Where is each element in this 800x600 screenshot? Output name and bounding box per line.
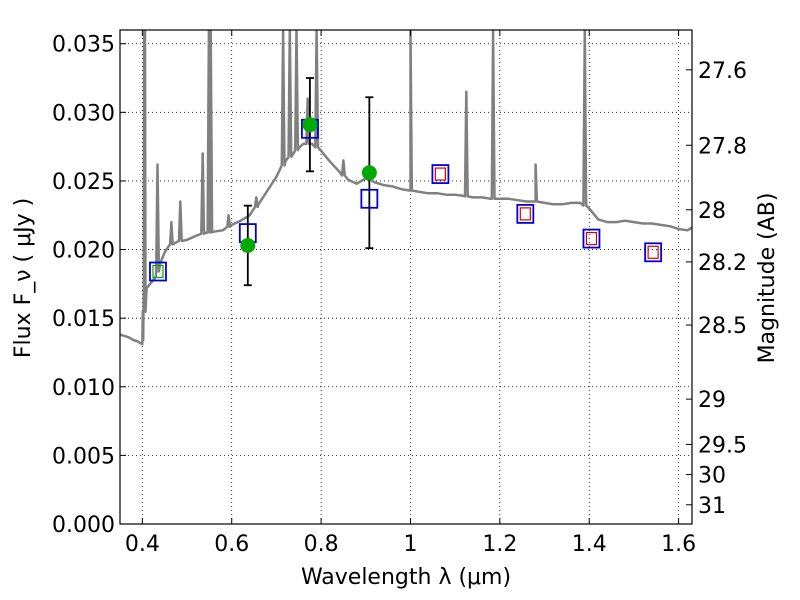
model-photometry-box bbox=[149, 261, 167, 282]
x-tick-label: 1.4 bbox=[572, 532, 607, 557]
x-tick-label: 1.2 bbox=[482, 532, 517, 557]
y-tick-label: 0.005 bbox=[52, 444, 115, 469]
magnitude-tick-label: 30 bbox=[698, 464, 726, 489]
model-inner-box bbox=[585, 231, 598, 246]
model-photometry-box bbox=[582, 228, 601, 249]
y-axis-label: Flux F_ν ( μJy ) bbox=[11, 198, 36, 358]
spectrum-line bbox=[120, 30, 692, 346]
y-tick-label: 0.000 bbox=[52, 513, 115, 538]
x-tick-label: 1.6 bbox=[661, 532, 696, 557]
magnitude-tick-label: 29.5 bbox=[698, 433, 747, 458]
y-tick-label: 0.025 bbox=[52, 170, 115, 195]
model-photometry-box bbox=[644, 242, 663, 263]
x-axis-ticks: 0.4 0.6 0.8 1 1.2 1.4 1.6 bbox=[125, 30, 696, 557]
y-axis-ticks: 0.000 0.005 0.010 0.015 0.020 0.025 0.030 0.035 bbox=[52, 33, 126, 538]
model-photometry-box bbox=[360, 188, 379, 209]
model-photometry-box bbox=[516, 203, 535, 224]
y-tick-label: 0.015 bbox=[52, 307, 115, 332]
magnitude-tick-label: 31 bbox=[698, 494, 726, 519]
observed-point bbox=[302, 117, 318, 133]
model-inner-box bbox=[647, 245, 659, 259]
magnitude-axis-label: Magnitude (AB) bbox=[755, 193, 780, 364]
x-axis-label: Wavelength λ (μm) bbox=[301, 565, 511, 590]
x-tick-label: 0.8 bbox=[304, 532, 339, 557]
y-tick-label: 0.020 bbox=[52, 239, 115, 264]
model-inner-box bbox=[519, 207, 531, 221]
magnitude-tick-label: 28.2 bbox=[698, 251, 747, 276]
magnitude-tick-label: 28 bbox=[698, 199, 726, 224]
model-photometry-markers bbox=[149, 118, 663, 282]
model-inner-box bbox=[152, 264, 164, 279]
observed-photometry-markers bbox=[240, 117, 377, 253]
x-tick-label: 1 bbox=[403, 532, 417, 557]
y-tick-label: 0.010 bbox=[52, 376, 115, 401]
model-spectrum bbox=[120, 30, 692, 346]
magnitude-axis-ticks: 27.6 27.8 28 28.2 28.5 29 29.5 30 31 bbox=[686, 59, 747, 519]
magnitude-tick-label: 27.6 bbox=[698, 59, 747, 84]
y-tick-label: 0.035 bbox=[52, 33, 115, 58]
observed-point bbox=[361, 165, 377, 181]
y-tick-label: 0.030 bbox=[52, 101, 115, 126]
model-photometry-box bbox=[431, 164, 450, 184]
observed-point bbox=[240, 237, 256, 253]
model-inner-box bbox=[434, 167, 447, 181]
plot-frame bbox=[119, 29, 693, 525]
magnitude-tick-label: 28.5 bbox=[698, 314, 747, 339]
x-tick-label: 0.4 bbox=[125, 532, 160, 557]
grid-lines bbox=[120, 30, 692, 525]
x-tick-label: 0.6 bbox=[214, 532, 249, 557]
magnitude-tick-label: 29 bbox=[698, 388, 726, 413]
magnitude-tick-label: 27.8 bbox=[698, 134, 747, 159]
